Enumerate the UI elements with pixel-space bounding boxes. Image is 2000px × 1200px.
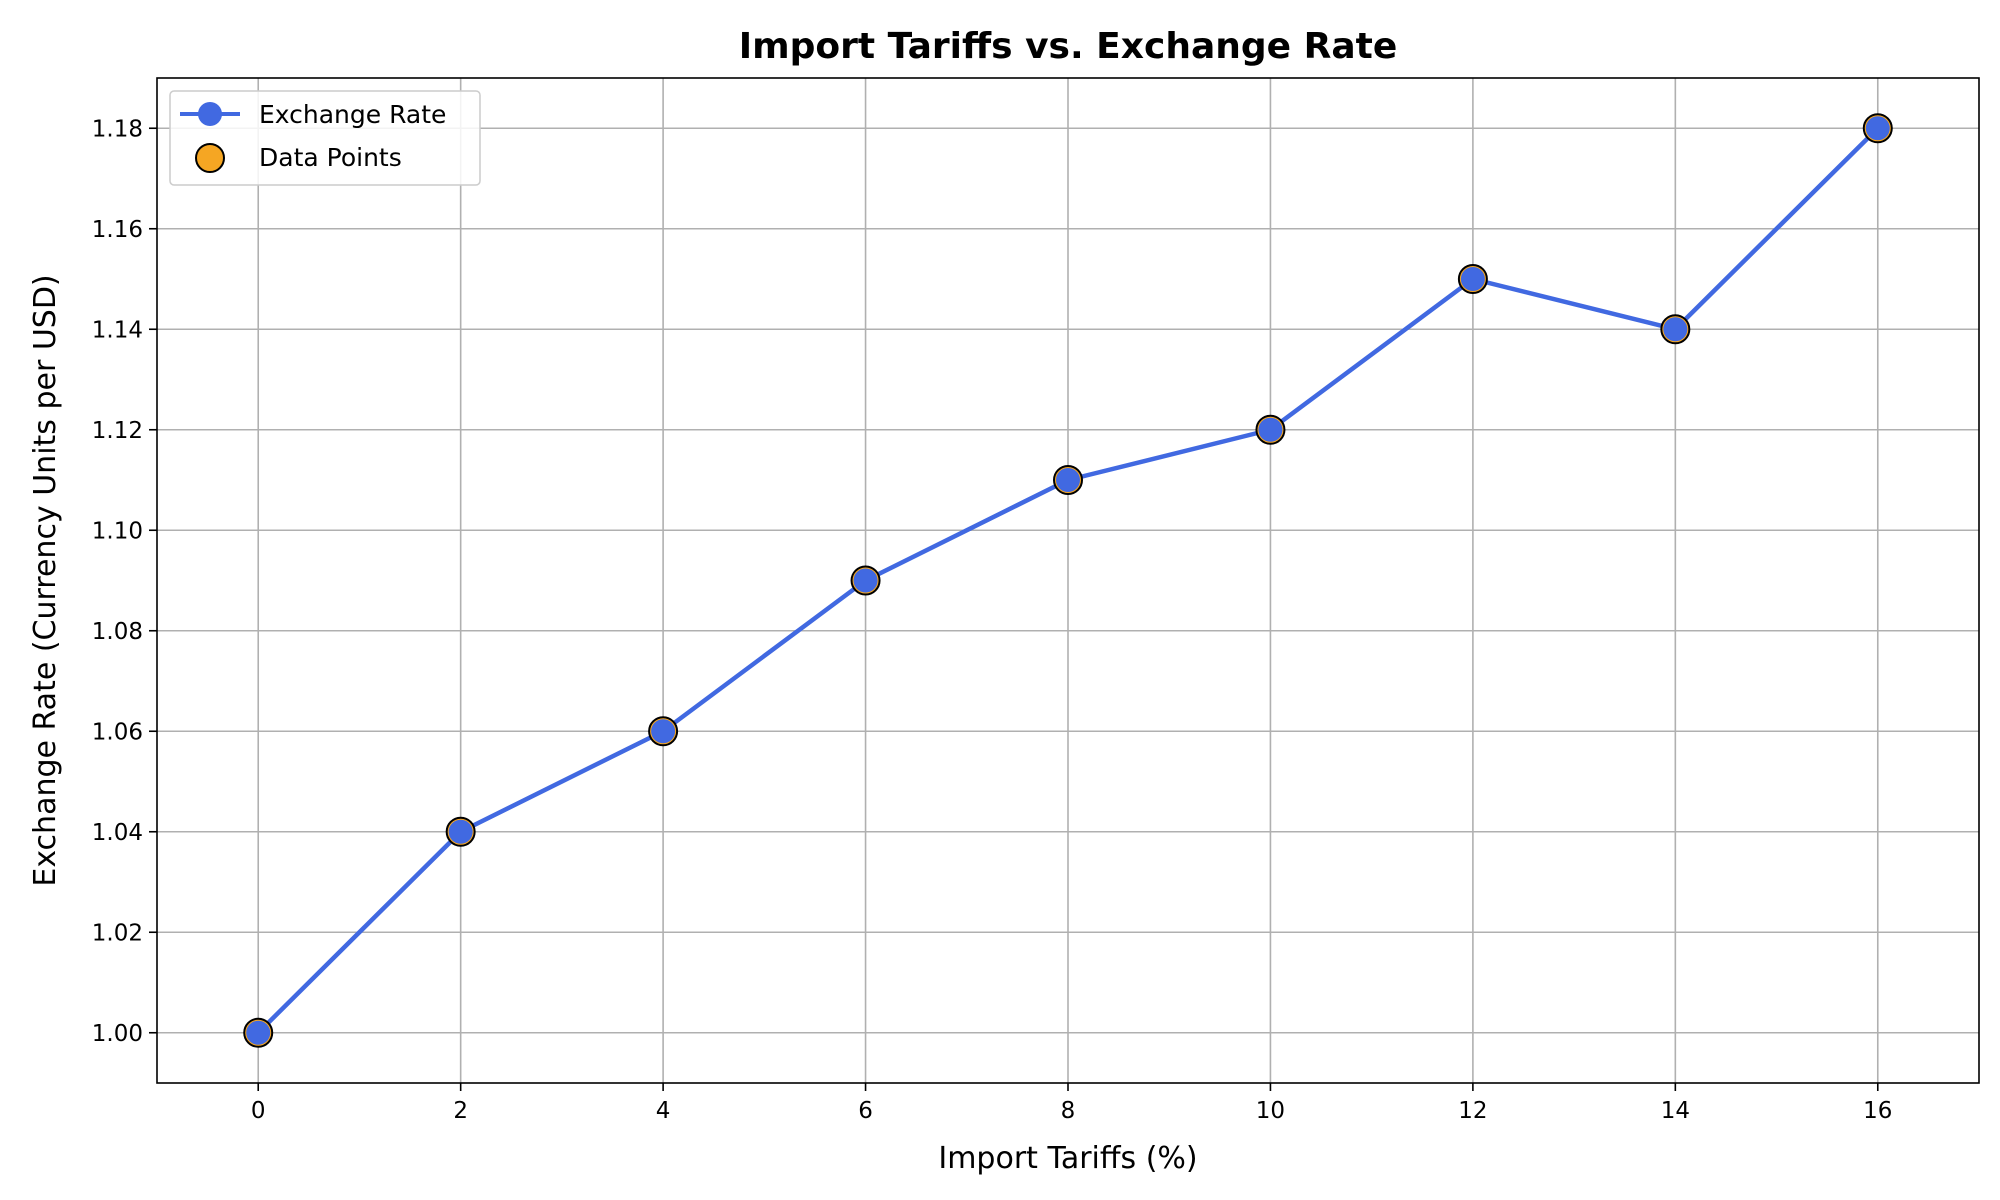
legend: Exchange Rate Data Points [169, 90, 481, 186]
y-tick-label: 1.04 [92, 820, 143, 846]
legend-point-marker [195, 143, 225, 173]
legend-label-exchange-rate: Exchange Rate [259, 100, 446, 129]
y-tick-label: 1.08 [92, 619, 143, 645]
line-marker [1865, 116, 1890, 141]
x-tick-label: 10 [1256, 1098, 1285, 1124]
line-marker [1056, 468, 1080, 492]
y-axis-label: Exchange Rate (Currency Units per USD) [28, 274, 63, 886]
line-marker [246, 1020, 271, 1045]
line-marker [448, 819, 473, 844]
legend-label-data-points: Data Points [259, 143, 402, 172]
chart-title: Import Tariffs vs. Exchange Rate [739, 26, 1398, 67]
legend-line-marker [198, 102, 222, 126]
x-axis-label: Import Tariffs (%) [938, 1141, 1197, 1176]
line-marker [853, 568, 878, 593]
x-tick-label: 6 [858, 1098, 873, 1124]
line-marker [1258, 417, 1283, 442]
x-tick-label: 0 [251, 1098, 266, 1124]
y-tick-label: 1.14 [92, 317, 143, 343]
y-tick-label: 1.16 [92, 217, 143, 243]
line-marker [651, 719, 676, 744]
y-axis: 1.00 1.02 1.04 1.06 1.08 1.10 1.12 1.14 1.16 1.18 [92, 116, 157, 1047]
y-tick-label: 1.06 [92, 719, 143, 745]
y-tick-label: 1.00 [92, 1021, 143, 1047]
x-tick-label: 12 [1458, 1098, 1487, 1124]
y-tick-label: 1.02 [92, 920, 143, 946]
x-tick-label: 4 [656, 1098, 671, 1124]
line-marker [1663, 317, 1688, 342]
legend-box [169, 90, 481, 186]
y-tick-label: 1.18 [92, 116, 143, 142]
y-tick-label: 1.10 [92, 518, 143, 544]
y-tick-label: 1.12 [92, 418, 143, 444]
x-tick-label: 2 [453, 1098, 468, 1124]
x-axis: 0 2 4 6 8 10 12 14 16 [251, 1083, 1892, 1124]
x-tick-label: 14 [1661, 1098, 1690, 1124]
x-tick-label: 8 [1061, 1098, 1076, 1124]
line-marker [1460, 267, 1485, 291]
series-data-points [243, 113, 1893, 1048]
grid [157, 78, 1979, 1083]
x-tick-label: 16 [1863, 1098, 1892, 1124]
